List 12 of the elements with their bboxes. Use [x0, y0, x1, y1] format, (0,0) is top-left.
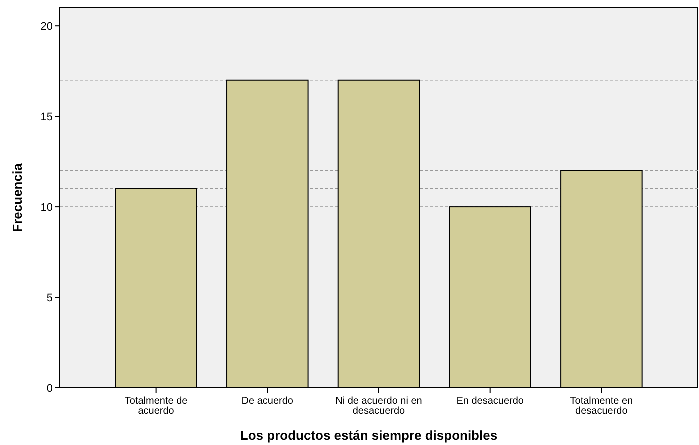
x-tick-label: De acuerdo	[242, 396, 294, 407]
y-tick-label: 15	[40, 111, 53, 124]
x-axis-title: Los productos están siempre disponibles	[240, 428, 498, 443]
y-tick-label: 10	[40, 202, 53, 214]
y-tick-label: 20	[40, 20, 53, 33]
y-tick-label: 5	[46, 292, 53, 304]
y-axis-title: Frecuencia	[10, 162, 25, 232]
y-tick-label: 0	[46, 382, 53, 395]
x-tick-label: Totalmente de acuerdo	[124, 396, 188, 417]
x-tick-label: En desacuerdo	[456, 396, 524, 407]
x-tick-label: Ni de acuerdo ni en desacuerdo	[336, 396, 422, 417]
x-tick-label: Totalmente en desacuerdo	[570, 396, 634, 417]
